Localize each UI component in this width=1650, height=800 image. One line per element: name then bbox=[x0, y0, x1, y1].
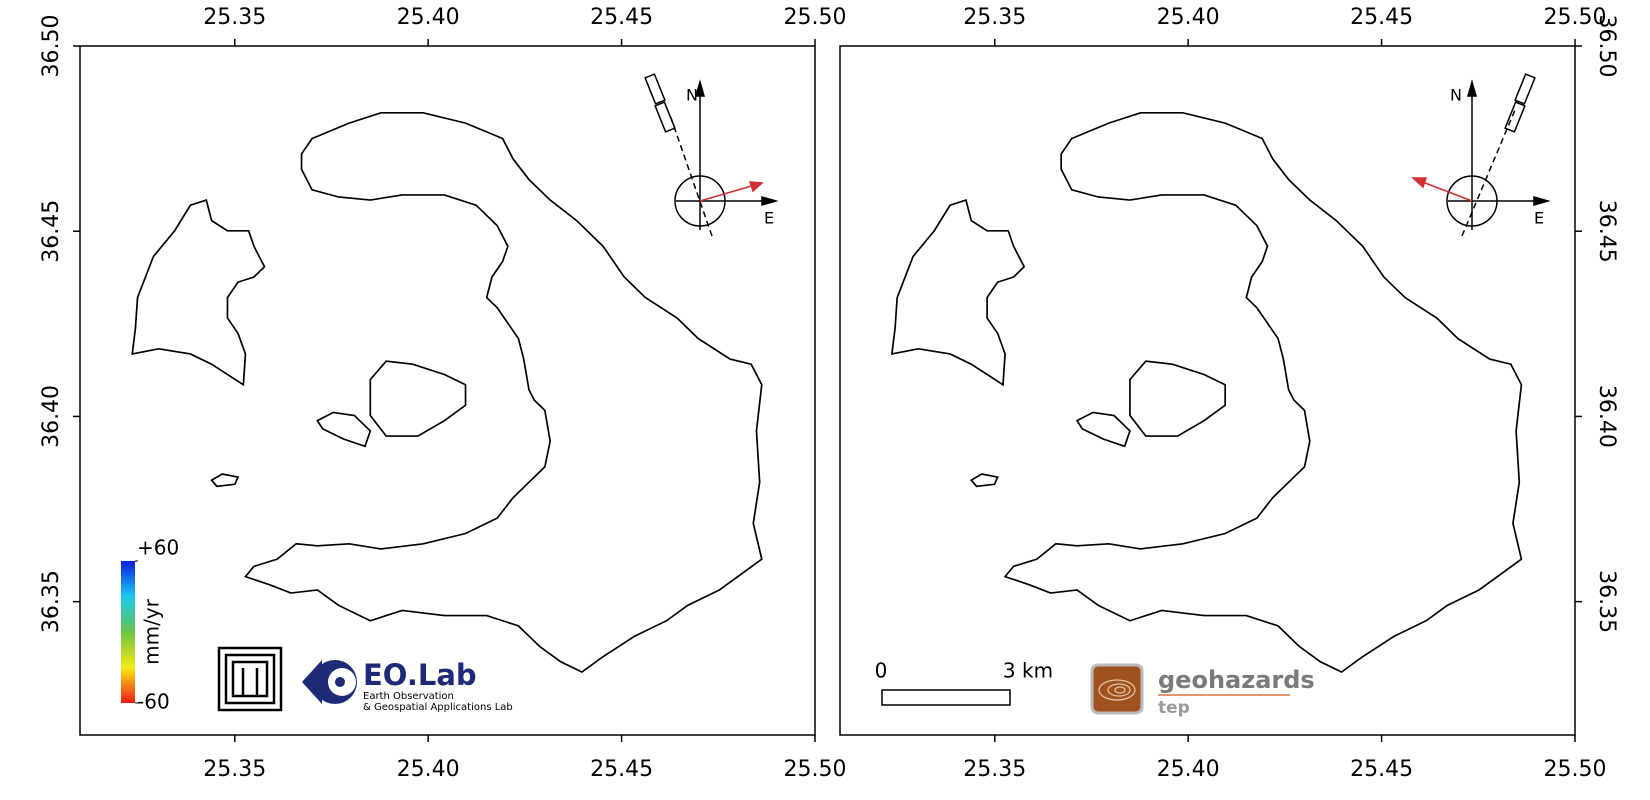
right-map bbox=[891, 112, 1523, 673]
geohazards-subtitle: tep bbox=[1158, 698, 1190, 718]
compass-north: N bbox=[1450, 86, 1462, 105]
geohazards-title: geohazards bbox=[1158, 666, 1315, 694]
eolab-subtitle: Earth Observation bbox=[363, 691, 454, 702]
colorbar-tick-label: +60 bbox=[137, 536, 179, 560]
compass-east: E bbox=[764, 209, 774, 228]
eolab-title: EO.Lab bbox=[363, 658, 477, 692]
x-tick-label: 25.45 bbox=[1350, 5, 1413, 30]
x-tick-label: 25.35 bbox=[203, 5, 266, 30]
y-tick-label: 36.50 bbox=[39, 15, 64, 78]
x-tick-label: 25.40 bbox=[397, 757, 460, 782]
scale-label: 0 bbox=[875, 659, 888, 683]
y-tick-label: 36.35 bbox=[1594, 570, 1619, 633]
lab-icon bbox=[217, 646, 283, 712]
x-tick-label: 25.35 bbox=[963, 5, 1026, 30]
y-tick-label: 36.35 bbox=[39, 570, 64, 633]
x-tick-label: 25.50 bbox=[784, 5, 847, 30]
geohazards-icon bbox=[1090, 663, 1144, 715]
geohazards-icon-lines bbox=[1098, 679, 1136, 701]
compass-east: E bbox=[1534, 209, 1544, 228]
x-tick-label: 25.45 bbox=[590, 757, 653, 782]
y-tick-label: 36.45 bbox=[39, 200, 64, 263]
left-map bbox=[131, 112, 763, 673]
y-tick-label: 36.50 bbox=[1594, 15, 1619, 78]
y-tick-label: 36.40 bbox=[1594, 385, 1619, 448]
y-tick-label: 36.45 bbox=[1594, 200, 1619, 263]
colorbar-label: mm/yr bbox=[140, 598, 164, 665]
scale-bar bbox=[881, 689, 1011, 706]
x-tick-label: 25.40 bbox=[397, 5, 460, 30]
compass-north: N bbox=[686, 86, 698, 105]
x-tick-label: 25.35 bbox=[963, 757, 1026, 782]
map-frame bbox=[79, 45, 816, 736]
eolab-subtitle: & Geospatial Applications Lab bbox=[363, 702, 513, 713]
colorbar-tick-label: -60 bbox=[137, 690, 170, 714]
compass bbox=[644, 73, 779, 237]
x-tick-label: 25.45 bbox=[1350, 757, 1413, 782]
x-tick-label: 25.40 bbox=[1157, 757, 1220, 782]
map-frame bbox=[839, 45, 1576, 736]
x-tick-label: 25.50 bbox=[1544, 5, 1607, 30]
x-tick-label: 25.45 bbox=[590, 5, 653, 30]
y-tick-label: 36.40 bbox=[39, 385, 64, 448]
x-tick-label: 25.50 bbox=[1544, 757, 1607, 782]
eolab-icon bbox=[302, 660, 357, 704]
x-tick-label: 25.40 bbox=[1157, 5, 1220, 30]
x-tick-label: 25.50 bbox=[784, 757, 847, 782]
scale-label: 3 km bbox=[1003, 659, 1053, 683]
colorbar bbox=[121, 561, 135, 703]
compass bbox=[1411, 73, 1551, 237]
x-tick-label: 25.35 bbox=[203, 757, 266, 782]
